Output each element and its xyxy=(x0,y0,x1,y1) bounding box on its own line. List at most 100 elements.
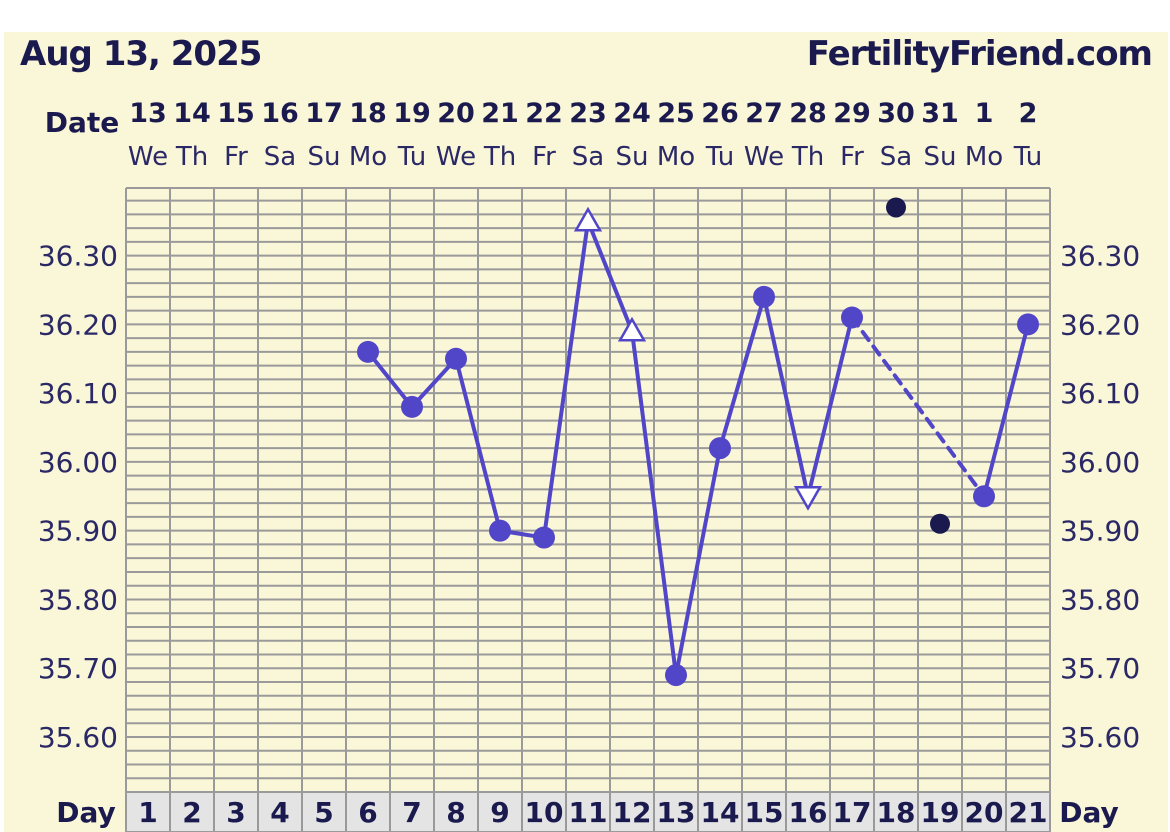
date-row-label: Date xyxy=(45,106,120,139)
chart-grid xyxy=(125,187,1051,793)
weekday-label: Mo xyxy=(657,142,695,172)
date-label: 17 xyxy=(305,98,343,129)
series-segment xyxy=(674,446,722,678)
date-label: 29 xyxy=(833,98,871,129)
cycle-day-label: 18 xyxy=(877,796,916,829)
series-segment xyxy=(806,315,854,499)
y-tick-label-left: 35.60 xyxy=(38,721,118,754)
weekday-label: Mo xyxy=(965,142,1003,172)
temperature-markers xyxy=(357,197,1039,687)
temperature-point-triangle-up xyxy=(617,316,647,342)
cycle-day-label: 9 xyxy=(490,796,509,829)
series-segment xyxy=(982,322,1030,499)
y-tick-label-right: 35.90 xyxy=(1060,515,1140,548)
discarded-temperature-point xyxy=(886,197,906,218)
y-tick-label-right: 35.80 xyxy=(1060,583,1140,616)
weekday-label: We xyxy=(744,142,784,172)
temperature-point-triangle-down xyxy=(793,486,823,511)
date-label: 23 xyxy=(569,98,607,129)
weekday-label: Mo xyxy=(349,142,387,172)
series-segment xyxy=(366,349,414,409)
temperature-point xyxy=(445,347,467,370)
date-label: 27 xyxy=(745,98,783,129)
weekday-label: Su xyxy=(616,142,649,172)
weekday-label: Sa xyxy=(264,142,296,172)
date-label: 15 xyxy=(217,98,255,129)
cycle-day-label: 5 xyxy=(314,796,333,829)
cycle-day-label: 17 xyxy=(833,796,872,829)
cycle-day-label: 16 xyxy=(789,796,828,829)
y-tick-label-left: 35.70 xyxy=(38,652,118,685)
y-tick-label-left: 36.00 xyxy=(38,446,118,479)
weekday-label: Sa xyxy=(880,142,912,172)
series-segment xyxy=(586,219,634,334)
weekday-label: Th xyxy=(791,142,824,172)
cycle-day-label: 7 xyxy=(402,796,421,829)
y-tick-label-right: 36.30 xyxy=(1060,240,1140,273)
date-label: 22 xyxy=(525,98,563,129)
date-label: 1 xyxy=(975,98,994,129)
date-label: 2 xyxy=(1019,98,1038,129)
discarded-temperature-point xyxy=(930,513,950,534)
y-tick-label-left: 36.10 xyxy=(38,377,118,410)
date-label: 21 xyxy=(481,98,519,129)
temperature-point xyxy=(401,395,423,418)
y-tick-label-right: 36.20 xyxy=(1060,308,1140,341)
day-row-label-left: Day xyxy=(56,796,116,829)
temperature-point xyxy=(489,519,511,542)
temperature-point xyxy=(973,485,995,508)
series-segment xyxy=(542,219,590,540)
cycle-day-label: 15 xyxy=(745,796,784,829)
weekday-label: Th xyxy=(175,142,208,172)
date-label: 16 xyxy=(261,98,299,129)
y-tick-label-left: 36.20 xyxy=(38,308,118,341)
temperature-point xyxy=(1017,313,1039,336)
cycle-day-label: 3 xyxy=(226,796,245,829)
temperature-point xyxy=(665,664,687,687)
series-segment-dashed xyxy=(850,315,986,499)
y-axis-labels: 36.30 36.30 36.20 36.20 36.10 36.10 36.00 36.00… xyxy=(38,240,1140,754)
temperature-point-triangle-up xyxy=(573,206,603,232)
cycle-day-label: 20 xyxy=(965,796,1004,829)
temperature-point xyxy=(841,306,863,329)
cycle-day-label: 14 xyxy=(701,796,740,829)
temperature-point xyxy=(533,526,555,549)
date-label: 31 xyxy=(921,98,959,129)
weekday-label: Tu xyxy=(705,142,734,172)
cycle-day-label: 12 xyxy=(613,796,652,829)
temperature-point xyxy=(357,340,379,363)
y-tick-label-right: 36.10 xyxy=(1060,377,1140,410)
weekday-label: Fr xyxy=(840,142,864,172)
date-label: 25 xyxy=(657,98,695,129)
y-tick-label-left: 35.80 xyxy=(38,583,118,616)
chart-date: Aug 13, 2025 xyxy=(20,34,262,74)
weekday-label: Th xyxy=(483,142,516,172)
date-label: 30 xyxy=(877,98,915,129)
series-segment xyxy=(718,294,766,451)
y-tick-label-left: 36.30 xyxy=(38,240,118,273)
date-label: 24 xyxy=(613,98,651,129)
cycle-day-label: 19 xyxy=(921,796,960,829)
day-row-label-right: Day xyxy=(1059,796,1119,829)
y-tick-label-right: 35.70 xyxy=(1060,652,1140,685)
y-tick-label-left: 35.90 xyxy=(38,515,118,548)
cycle-day-label: 8 xyxy=(446,796,465,829)
date-header-row: Date 13 14 15 16 17 18 19 20 21 22 23 24 25 26 27 28 29 30… xyxy=(45,98,1042,172)
weekday-label: Tu xyxy=(397,142,426,172)
weekday-label: We xyxy=(128,142,168,172)
site-name: FertilityFriend.com xyxy=(806,34,1153,74)
cycle-day-label: 13 xyxy=(657,796,696,829)
cycle-day-label: 21 xyxy=(1009,796,1048,829)
weekday-label: Su xyxy=(308,142,341,172)
series-segment xyxy=(762,294,810,499)
cycle-day-label: 1 xyxy=(138,796,157,829)
y-tick-label-right: 36.00 xyxy=(1060,446,1140,479)
date-label: 18 xyxy=(349,98,387,129)
date-label: 28 xyxy=(789,98,827,129)
date-label: 26 xyxy=(701,98,739,129)
weekday-label: Fr xyxy=(532,142,556,172)
temperature-lines xyxy=(366,219,1030,678)
cycle-day-label: 2 xyxy=(182,796,201,829)
date-label: 19 xyxy=(393,98,431,129)
